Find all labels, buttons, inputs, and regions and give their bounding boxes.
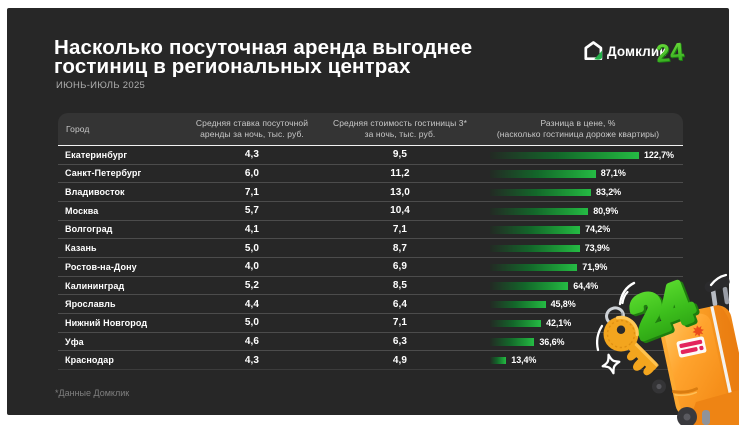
svg-text:24: 24 — [656, 39, 686, 68]
svg-text:24: 24 — [655, 38, 685, 68]
